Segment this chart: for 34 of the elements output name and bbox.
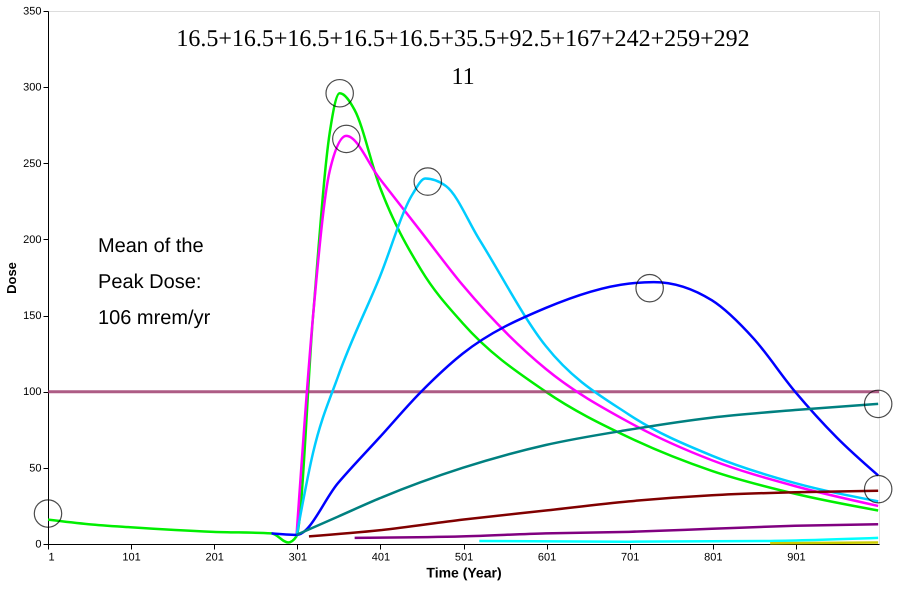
point: [635, 274, 664, 302]
x-tick-label: 701: [621, 552, 640, 564]
annotation: 16.5+16.5+16.5+16.5+16.5+35.5+92.5+167+242+259+292: [176, 26, 750, 52]
annotation: 11: [451, 64, 475, 90]
point: [325, 78, 354, 108]
y-tick-label: 350: [23, 6, 42, 18]
y-axis-title: Dose: [4, 262, 20, 294]
line-series: [295, 402, 880, 536]
x-tick-label: 201: [206, 552, 224, 564]
y-tick-label: 300: [23, 82, 42, 94]
line-series: [270, 280, 880, 536]
y-tick-label: 250: [23, 158, 42, 170]
x-tick-label: 501: [454, 552, 474, 564]
x-tick-label: 1: [48, 552, 55, 564]
y-tick-label: 100: [23, 386, 42, 398]
x-tick-label: 601: [538, 552, 556, 564]
y-tick-label: 50: [29, 462, 42, 474]
point: [332, 124, 361, 154]
point: [864, 390, 892, 418]
x-axis-title: Time (Year): [426, 564, 502, 580]
line-series: [308, 489, 880, 538]
line-series: [353, 522, 880, 540]
y-tick-label: 200: [23, 234, 42, 246]
x-tick-label: 901: [787, 552, 806, 564]
y-tick-label: 0: [35, 538, 42, 550]
point: [864, 474, 892, 504]
y-tick-label: 150: [23, 310, 42, 322]
x-tick-label: 101: [122, 552, 141, 564]
x-tick-label: 301: [288, 552, 307, 564]
annotation: Mean of the Peak Dose: 106 mrem/yr: [98, 235, 211, 329]
x-tick-label: 801: [704, 552, 722, 564]
point: [34, 499, 62, 528]
x-tick-label: 401: [372, 552, 390, 564]
point: [413, 167, 442, 196]
